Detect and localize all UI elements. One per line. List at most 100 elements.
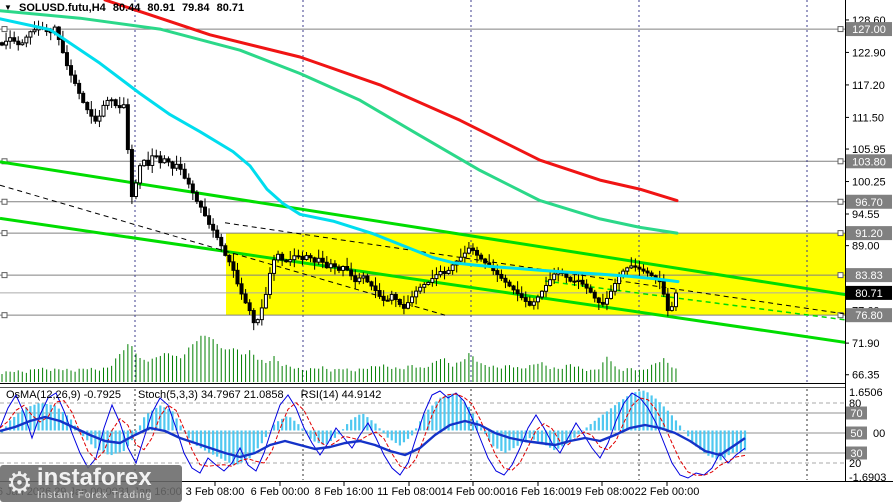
osma-bar — [374, 423, 377, 431]
line-handle[interactable] — [1, 198, 8, 205]
line-handle[interactable] — [1, 272, 8, 279]
symbol-dropdown-icon[interactable]: ▼ — [4, 3, 12, 12]
candle-body — [564, 272, 569, 278]
candle-body — [219, 236, 224, 247]
osma-bar — [459, 398, 462, 431]
osma-bar — [406, 430, 410, 439]
candle-body — [450, 264, 455, 271]
line-handle[interactable] — [1, 26, 8, 33]
candle-body — [479, 254, 484, 260]
candle-body — [142, 159, 147, 167]
candle-body — [507, 281, 512, 287]
panel-tick-label: 00 — [873, 428, 885, 440]
trendline-channel-lower[interactable] — [0, 216, 893, 351]
candle-body — [117, 105, 122, 109]
candle-body — [296, 255, 301, 258]
osma-bar — [394, 430, 397, 443]
candle-body — [198, 200, 203, 208]
instaforex-tagline: Instant Forex Trading — [36, 490, 153, 501]
candle-body — [669, 306, 674, 311]
osma-bar — [248, 430, 251, 459]
osma-bar — [82, 430, 85, 437]
candle-body — [470, 247, 475, 251]
line-handle[interactable] — [837, 198, 844, 205]
candle-body — [77, 82, 82, 94]
chart-title: ▼ SOLUSD.futu,H4 80.44 80.91 79.84 80.71 — [4, 2, 248, 14]
osma-bar — [17, 413, 20, 431]
osma-bar — [163, 407, 166, 431]
osma-bar — [609, 408, 613, 431]
osma-bar — [289, 417, 292, 431]
osma-bar — [350, 419, 353, 431]
panel-badge — [846, 446, 867, 460]
candle-body — [125, 104, 130, 151]
osma-bar — [427, 409, 430, 431]
osma-bar — [37, 403, 40, 431]
candle-body — [292, 255, 297, 261]
candle-body — [523, 297, 528, 302]
candle-body — [28, 31, 33, 38]
indicator-labels: OsMA(12,26,9) -0.7925 Stoch(5,3,3) 34.79… — [6, 389, 395, 401]
candle-body — [336, 266, 341, 271]
ma-fast-cyan — [0, 17, 680, 284]
osma-bar — [240, 430, 243, 463]
osma-bar — [646, 392, 649, 431]
indicator-panel-layer — [0, 390, 845, 479]
osma-bar — [252, 430, 255, 454]
price-badge — [846, 308, 892, 323]
osma-bar — [224, 430, 227, 461]
panel-badge-label: 50 — [850, 428, 862, 440]
osma-bar — [536, 430, 540, 442]
osma-bar — [581, 430, 584, 432]
line-handle[interactable] — [1, 312, 8, 319]
osma-bar — [370, 420, 373, 431]
osma-bar — [423, 414, 426, 431]
ohlc-high: 80.91 — [147, 2, 175, 14]
price-axis[interactable]: 128.60122.90117.20111.50105.95100.2594.5… — [845, 15, 892, 382]
candle-body — [259, 307, 264, 321]
candle-body — [393, 293, 398, 301]
osma-bar — [220, 430, 223, 459]
line-handle[interactable] — [837, 158, 844, 165]
osma-bar — [276, 421, 280, 431]
candle-body — [158, 155, 163, 164]
osma-bar — [256, 430, 259, 449]
candle-body — [588, 287, 593, 293]
osma-bar — [386, 430, 389, 438]
candle-body — [312, 257, 317, 263]
line-handle[interactable] — [837, 230, 844, 237]
osma-bar — [540, 430, 544, 444]
osma-bar — [484, 430, 487, 435]
candle-body — [223, 245, 228, 256]
line-handle[interactable] — [1, 230, 8, 237]
candle-body — [458, 256, 463, 262]
stoch-label: Stoch(5,3,3) 34.7967 21.0858 — [138, 389, 284, 401]
time-axis-label: 14 Feb 00:00 — [441, 486, 506, 498]
osma-bar — [674, 420, 678, 431]
osma-bar — [203, 430, 207, 451]
osma-bar — [179, 425, 182, 431]
line-handle[interactable] — [837, 26, 844, 33]
price-tick-label: 89.00 — [852, 241, 880, 253]
candle-body — [243, 293, 248, 304]
osma-bar — [98, 430, 101, 451]
candle-body — [576, 279, 581, 283]
candle-body — [341, 266, 346, 271]
osma-bar — [516, 430, 519, 446]
trendline-projection[interactable] — [544, 280, 893, 327]
candle-body — [227, 254, 232, 263]
line-handle[interactable] — [837, 312, 844, 319]
candle-body — [665, 293, 670, 311]
line-handle[interactable] — [837, 272, 844, 279]
candle-body — [531, 301, 536, 306]
candle-body — [32, 29, 37, 33]
candle-body — [162, 158, 167, 164]
candle-body — [182, 168, 187, 179]
candle-body — [97, 115, 102, 122]
osma-bar — [569, 430, 572, 442]
osma-bar — [134, 430, 138, 434]
trendline-channel-upper[interactable] — [0, 160, 893, 304]
candle-body — [81, 92, 86, 103]
